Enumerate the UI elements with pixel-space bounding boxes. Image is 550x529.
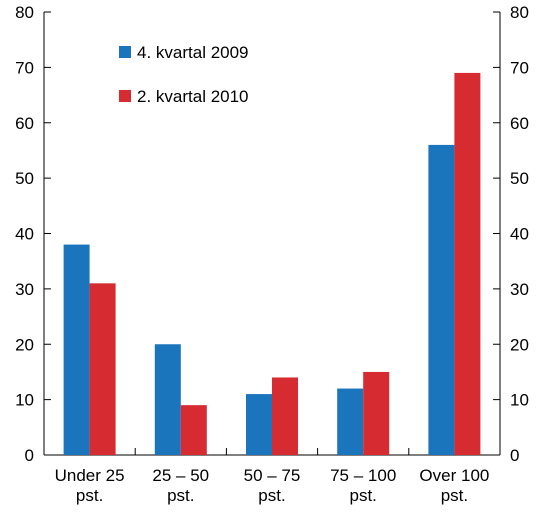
y-tick-label-left: 0 — [25, 446, 34, 465]
y-tick-label-right: 80 — [510, 3, 529, 22]
category-label: pst. — [167, 486, 194, 505]
bar — [180, 405, 207, 455]
legend-label: 4. kvartal 2009 — [137, 43, 249, 62]
y-tick-label-right: 70 — [510, 58, 529, 77]
category-label: Under 25 — [55, 466, 125, 485]
y-tick-label-right: 40 — [510, 225, 529, 244]
category-label: 75 – 100 — [330, 466, 396, 485]
y-tick-label-left: 20 — [15, 335, 34, 354]
category-label: 25 – 50 — [152, 466, 209, 485]
category-label: Over 100 — [419, 466, 489, 485]
tick-labels: 0 0 10 10 20 20 30 30 40 40 50 50 60 60 70 70 80 80 — [15, 3, 529, 465]
bar — [337, 388, 364, 455]
bars — [63, 72, 481, 455]
bar — [63, 244, 90, 455]
category-label: pst. — [441, 486, 468, 505]
bar — [454, 72, 481, 455]
y-tick-label-left: 30 — [15, 280, 34, 299]
legend-swatch — [119, 90, 131, 102]
category-label: 50 – 75 — [244, 466, 301, 485]
bar — [246, 394, 272, 455]
y-tick-label-right: 30 — [510, 280, 529, 299]
y-tick-label-left: 80 — [15, 3, 34, 22]
y-tick-label-left: 60 — [15, 114, 34, 133]
category-label: pst. — [349, 486, 376, 505]
y-tick-label-right: 50 — [510, 169, 529, 188]
y-tick-label-right: 10 — [510, 391, 529, 410]
y-tick-label-left: 70 — [15, 58, 34, 77]
bar — [272, 377, 298, 455]
legend: 4. kvartal 2009 2. kvartal 2010 — [119, 43, 249, 106]
y-tick-label-right: 0 — [510, 446, 519, 465]
category-label: pst. — [76, 486, 103, 505]
y-tick-label-left: 40 — [15, 225, 34, 244]
y-tick-label-right: 20 — [510, 335, 529, 354]
category-label: pst. — [258, 486, 285, 505]
legend-label: 2. kvartal 2010 — [137, 87, 249, 106]
legend-swatch — [119, 46, 131, 58]
y-tick-label-left: 50 — [15, 169, 34, 188]
bar — [428, 144, 455, 455]
y-tick-label-right: 60 — [510, 114, 529, 133]
bar — [363, 371, 390, 455]
y-tick-label-left: 10 — [15, 391, 34, 410]
bar — [154, 344, 181, 455]
bar — [89, 283, 116, 455]
